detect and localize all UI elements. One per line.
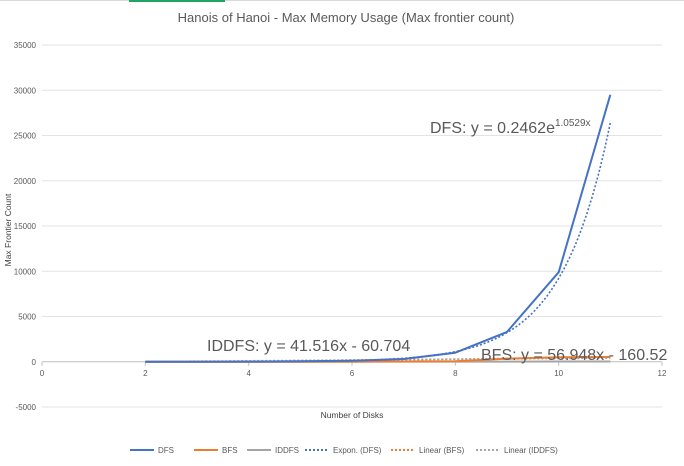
legend-item-linear-iddfs: Linear (IDDFS) [476,446,558,455]
trendline-expon-dfs [145,123,610,362]
legend-item-expon-dfs: Expon. (DFS) [305,446,382,455]
x-tick-label: 0 [40,369,45,378]
legend-item-dfs: DFS [130,446,174,455]
iddfs-equation: IDDFS: y = 41.516x - 60.704 [207,338,410,355]
legend-label: BFS [222,446,238,455]
y-tick-label: -5000 [16,403,37,412]
y-tick-label: 20000 [14,177,37,186]
chart-title: Hanois of Hanoi - Max Memory Usage (Max … [178,10,515,25]
x-tick-label: 2 [143,369,148,378]
y-tick-label: 10000 [14,267,37,276]
y-tick-label: 30000 [14,86,37,95]
y-axis-ticks: -5000 0 5000 10000 15000 20000 25000 30000 35000 [14,41,37,412]
legend: DFS BFS IDDFS Expon. (DFS) Linear (BFS) Linea… [130,446,558,455]
x-tick-label: 8 [453,369,458,378]
y-tick-label: 25000 [14,132,37,141]
x-tick-label: 6 [350,369,355,378]
legend-label: DFS [158,446,174,455]
x-tick-label: 12 [658,369,667,378]
x-tick-label: 10 [554,369,563,378]
x-axis-ticks: 0 2 4 6 8 10 12 [40,362,667,378]
legend-item-iddfs: IDDFS [247,446,299,455]
trendlines [145,123,610,362]
legend-label: Expon. (DFS) [333,446,382,455]
bfs-equation: BFS: y = 56.948x - 160.52 [481,347,667,364]
dfs-equation-exponent: 1.0529x [555,118,591,129]
x-axis-label: Number of Disks [321,410,384,420]
y-tick-label: 0 [32,358,37,367]
x-tick-label: 4 [246,369,251,378]
y-tick-label: 35000 [14,41,37,50]
legend-label: Linear (IDDFS) [504,446,558,455]
legend-label: Linear (BFS) [419,446,465,455]
legend-label: IDDFS [275,446,299,455]
y-tick-label: 5000 [18,313,36,322]
legend-item-bfs: BFS [194,446,238,455]
y-axis-label: Max Frontier Count [3,193,13,266]
y-tick-label: 15000 [14,222,37,231]
legend-item-linear-bfs: Linear (BFS) [391,446,465,455]
dfs-equation-base: DFS: y = 0.2462e [430,120,555,137]
dfs-equation: DFS: y = 0.2462e1.0529x [430,118,591,137]
